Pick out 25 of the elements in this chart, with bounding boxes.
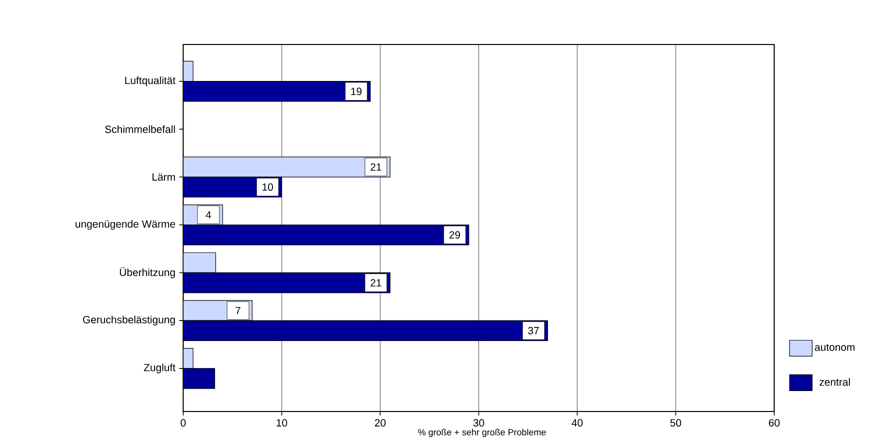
y-tick-label: ungenügende Wärme xyxy=(76,220,176,230)
data-label: 21 xyxy=(370,163,382,171)
x-tick-label: 30 xyxy=(473,419,484,427)
data-label: 37 xyxy=(528,326,539,334)
y-tick-label: Zugluft xyxy=(144,364,176,374)
x-axis-title: % große + sehr große Probleme xyxy=(418,428,546,438)
legend-label: autonom xyxy=(814,344,854,351)
y-tick-label: Geruchsbelästigung xyxy=(83,316,175,326)
y-tick-label: Überhitzung xyxy=(120,267,175,278)
x-tick-label: 0 xyxy=(180,419,186,427)
y-tick-label: Schimmelbefall xyxy=(105,125,175,134)
data-label: 19 xyxy=(351,88,362,96)
x-tick-label: 60 xyxy=(768,419,780,427)
legend-label: zentral xyxy=(820,378,850,386)
data-label: 10 xyxy=(262,183,273,191)
x-tick-label: 20 xyxy=(374,419,386,427)
data-label: 21 xyxy=(370,279,382,286)
x-tick-label: 50 xyxy=(670,419,682,427)
y-tick-label: Lärm xyxy=(152,173,175,181)
x-tick-label: 40 xyxy=(572,419,583,427)
data-label: 4 xyxy=(206,211,212,218)
y-tick-label: Luftqualität xyxy=(125,76,176,86)
x-tick-label: 10 xyxy=(276,419,288,427)
data-label: 7 xyxy=(236,306,240,314)
data-label: 29 xyxy=(449,231,460,239)
